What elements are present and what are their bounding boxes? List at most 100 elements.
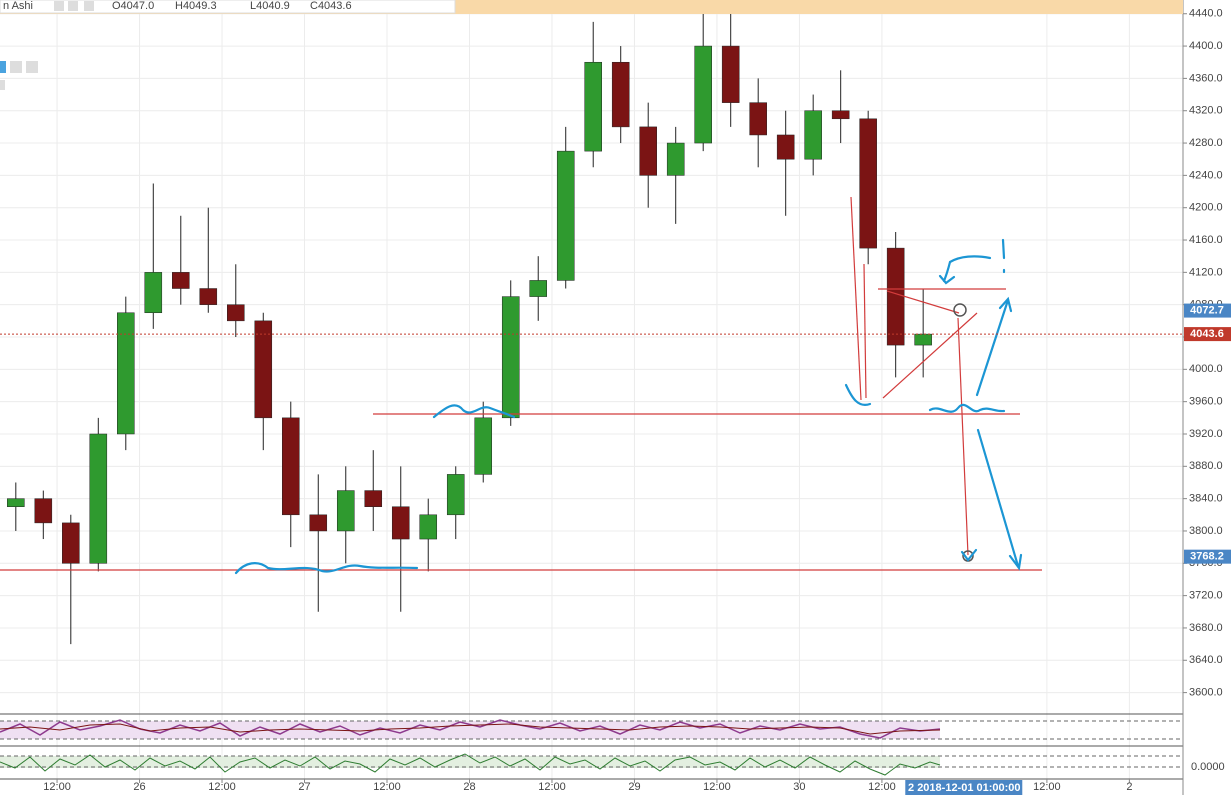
x-tick-label: 26 — [133, 781, 145, 793]
icon[interactable] — [0, 80, 5, 90]
candle-body — [391, 506, 410, 540]
candle-body — [859, 118, 877, 249]
price-label: 4043.6 — [1190, 328, 1224, 340]
candle-body — [639, 126, 657, 176]
osc-line — [0, 753, 941, 776]
icon[interactable] — [54, 1, 64, 11]
candle-body — [172, 272, 190, 289]
candle-body — [914, 333, 932, 346]
marker-circle — [953, 303, 967, 317]
icon[interactable] — [68, 1, 78, 11]
price-label: 3768.2 — [1190, 551, 1224, 563]
y-tick-label: 3840.0 — [1189, 493, 1223, 505]
candle-body — [254, 320, 273, 419]
candles — [7, 5, 932, 645]
x-tick-label: 12:00 — [373, 781, 401, 793]
arrow-head — [1008, 553, 1023, 571]
x-tick-label: 12:00 — [703, 781, 731, 793]
icon[interactable] — [10, 61, 22, 73]
crosshair-box — [905, 780, 1023, 795]
candle-body — [227, 304, 245, 322]
y-tick-label: 4120.0 — [1189, 266, 1223, 278]
candle-body — [501, 296, 520, 419]
candle-body — [584, 61, 602, 152]
y-tick-label: 3680.0 — [1189, 622, 1223, 634]
candle-body — [804, 110, 822, 160]
y-tick-label: 3920.0 — [1189, 428, 1223, 440]
measure-line — [863, 263, 867, 399]
y-tick-label: 3720.0 — [1189, 590, 1223, 602]
candle-body — [117, 312, 135, 435]
x-tick-label: 12:00 — [538, 781, 566, 793]
ohlc-value: L4040.9 — [250, 0, 290, 12]
y-tick-label: 4160.0 — [1189, 234, 1223, 246]
x-tick-label: 12:00 — [208, 781, 236, 793]
scribble — [928, 403, 1006, 413]
scribble — [942, 255, 992, 283]
candle-body — [666, 142, 685, 176]
legend-box — [0, 0, 456, 14]
candle-body — [474, 417, 493, 475]
x-tick-label: 12:00 — [868, 781, 896, 793]
measure-line — [850, 196, 862, 401]
x-tick-label: 28 — [463, 781, 475, 793]
rsi-band — [0, 721, 940, 739]
x-tick-label: 12:00 — [43, 781, 71, 793]
candle-body — [34, 498, 53, 524]
scribble — [432, 404, 516, 419]
candle-body — [309, 514, 328, 532]
arrow-head — [938, 274, 956, 285]
y-tick-label: 4440.0 — [1189, 8, 1223, 20]
ohlc-value: C4043.6 — [310, 0, 352, 12]
icon[interactable] — [0, 61, 6, 73]
candle-body — [281, 417, 300, 516]
price-label-box — [1184, 303, 1231, 318]
indicator-label: 0.0000 — [1191, 761, 1225, 773]
candle-body — [62, 522, 80, 564]
x-tick-label: 29 — [628, 781, 640, 793]
icon[interactable] — [84, 1, 94, 11]
ohlc-value: H4049.3 — [175, 0, 217, 12]
candle-body — [89, 433, 108, 564]
y-tick-label: 3880.0 — [1189, 460, 1223, 472]
y-tick-label: 3600.0 — [1189, 687, 1223, 699]
price-label-box — [1184, 549, 1231, 564]
y-tick-label: 3640.0 — [1189, 654, 1223, 666]
chart-title: n Ashi — [3, 0, 33, 12]
x-tick-label: 30 — [793, 781, 805, 793]
candle-body — [419, 514, 438, 540]
arrow — [975, 298, 1010, 397]
candle-body — [886, 247, 905, 346]
candle-body — [611, 61, 630, 128]
y-tick-label: 4320.0 — [1189, 105, 1223, 117]
triangle-edge — [882, 312, 978, 399]
measure-line — [957, 317, 969, 556]
arrow — [976, 428, 1020, 568]
drawings — [0, 196, 1042, 575]
y-tick-label: 4240.0 — [1189, 169, 1223, 181]
candle-body — [199, 288, 218, 305]
crosshair-label: 2 2018-12-01 01:00:00 — [908, 782, 1021, 794]
icon[interactable] — [26, 61, 38, 73]
y-tick-label: 4360.0 — [1189, 72, 1223, 84]
candle-body — [336, 490, 355, 532]
price-label-box — [1184, 327, 1231, 342]
candle-body — [144, 272, 163, 314]
ohlc-value: O4047.0 — [112, 0, 154, 12]
candle-body — [749, 102, 767, 136]
rsi-signal — [0, 723, 941, 735]
candle-body — [776, 134, 795, 160]
candle-body — [831, 110, 850, 120]
candle-body — [529, 280, 548, 297]
candle-body — [364, 490, 383, 507]
candle-body — [7, 498, 25, 507]
y-tick-label: 3800.0 — [1189, 525, 1223, 537]
y-tick-label: 3960.0 — [1189, 396, 1223, 408]
price-axis — [1183, 0, 1231, 795]
candle-body — [694, 45, 712, 144]
triangle-edge — [886, 290, 960, 314]
candle-body — [556, 150, 575, 281]
rsi-line — [0, 719, 941, 739]
x-tick-label: 27 — [298, 781, 310, 793]
